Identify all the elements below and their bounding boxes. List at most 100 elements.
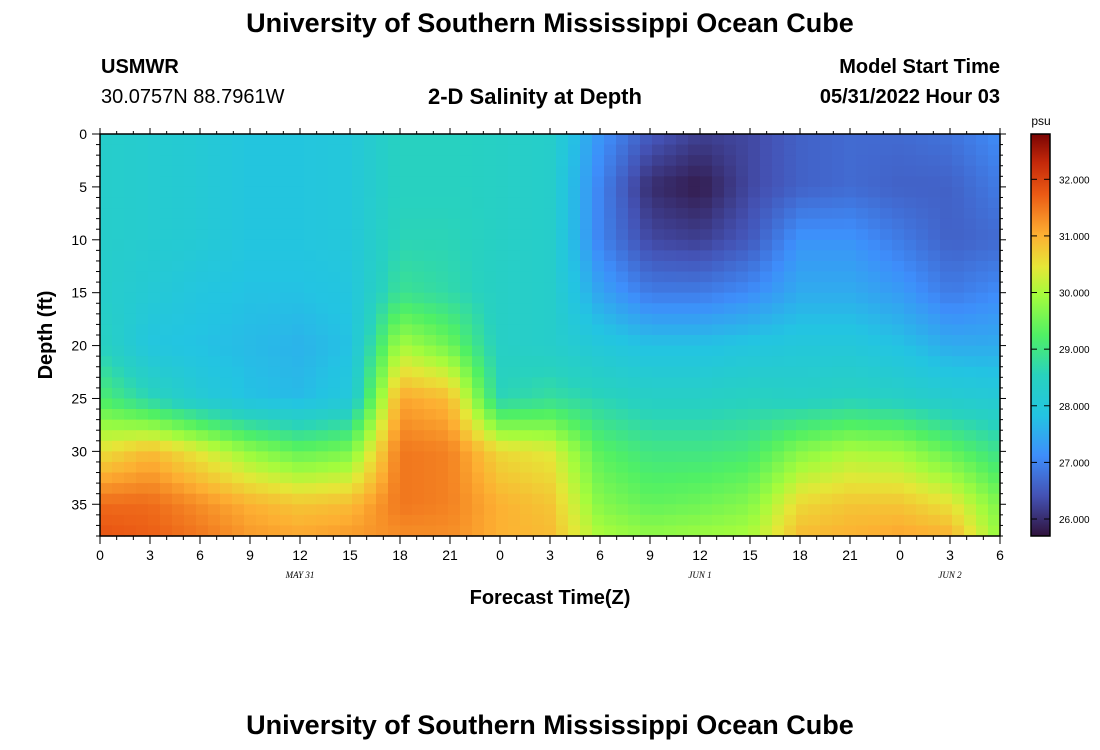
heatmap-cell [148,493,161,505]
heatmap-cell [964,324,977,336]
heatmap-cell [700,335,713,347]
heatmap-cell [472,514,485,527]
heatmap-cell [820,440,833,452]
heatmap-cell [700,409,713,421]
heatmap-cell [724,366,737,378]
heatmap-cell [832,186,845,199]
heatmap-cell [340,292,353,304]
heatmap-cell [748,250,761,262]
heatmap-cell [964,144,977,156]
heatmap-cell [928,229,941,241]
heatmap-cell [952,144,965,156]
heatmap-cell [868,398,881,410]
heatmap-cell [808,134,821,146]
heatmap-cell [256,345,269,357]
heatmap-cell [220,229,233,241]
heatmap-cell [676,271,689,283]
heatmap-cell [496,451,509,463]
heatmap-cell [388,377,401,389]
heatmap-cell [304,409,317,421]
heatmap-cell [736,208,749,220]
heatmap-cell [172,313,185,326]
heatmap-cell [940,525,953,537]
heatmap-cell [460,366,473,378]
heatmap-cell [520,472,533,484]
heatmap-cell [928,208,941,220]
heatmap-cell [328,176,341,188]
heatmap-cell [844,514,857,527]
heatmap-cell [280,504,293,516]
heatmap-cell [592,451,605,463]
heatmap-cell [676,250,689,262]
heatmap-cell [652,356,665,368]
heatmap-cell [328,324,341,336]
heatmap-cell [436,377,449,389]
heatmap-cell [844,430,857,442]
heatmap-cell [952,472,965,484]
heatmap-cell [916,186,929,199]
heatmap-cell [352,440,365,452]
heatmap-cell [268,356,281,368]
heatmap-cell [640,430,653,442]
heatmap-cell [820,377,833,389]
heatmap-cell [472,387,485,400]
heatmap-cell [100,409,113,421]
heatmap-cell [688,282,701,294]
heatmap-cell [832,419,845,431]
heatmap-cell [292,229,305,241]
heatmap-cell [304,324,317,336]
heatmap-cell [496,377,509,389]
heatmap-cell [772,483,785,495]
heatmap-cell [412,493,425,505]
heatmap-cell [640,218,653,230]
heatmap-cell [424,176,437,188]
heatmap-cell [328,197,341,209]
heatmap-cell [220,335,233,347]
heatmap-cell [376,387,389,400]
heatmap-cell [292,134,305,146]
heatmap-cell [604,165,617,177]
heatmap-cell [172,155,185,167]
heatmap-cell [556,461,569,474]
heatmap-cell [412,398,425,410]
heatmap-cell [964,504,977,516]
heatmap-cell [844,409,857,421]
heatmap-cell [136,387,149,400]
heatmap-cell [880,134,893,146]
heatmap-cell [136,493,149,505]
heatmap-cell [736,313,749,326]
heatmap-cell [724,176,737,188]
heatmap-cell [436,472,449,484]
heatmap-cell [880,303,893,315]
heatmap-cell [460,186,473,199]
heatmap-cell [496,409,509,421]
heatmap-cell [400,250,413,262]
heatmap-cell [892,239,905,251]
heatmap-cell [160,356,173,368]
heatmap-cell [328,250,341,262]
heatmap-cell [580,504,593,516]
heatmap-cell [352,176,365,188]
heatmap-cell [376,155,389,167]
heatmap-cell [988,461,1001,474]
heatmap-cell [532,197,545,209]
heatmap-cell [592,472,605,484]
heatmap-cell [352,239,365,251]
heatmap-cell [580,409,593,421]
heatmap-cell [364,387,377,400]
heatmap-cell [280,155,293,167]
heatmap-cell [412,155,425,167]
heatmap-cell [580,282,593,294]
heatmap-cell [904,366,917,378]
heatmap-cell [940,430,953,442]
heatmap-cell [256,260,269,273]
heatmap-cell [244,504,257,516]
heatmap-cell [148,335,161,347]
heatmap-cell [376,409,389,421]
heatmap-cell [556,366,569,378]
heatmap-cell [136,303,149,315]
heatmap-cell [220,250,233,262]
heatmap-cell [424,197,437,209]
heatmap-cell [292,398,305,410]
heatmap-cell [340,493,353,505]
